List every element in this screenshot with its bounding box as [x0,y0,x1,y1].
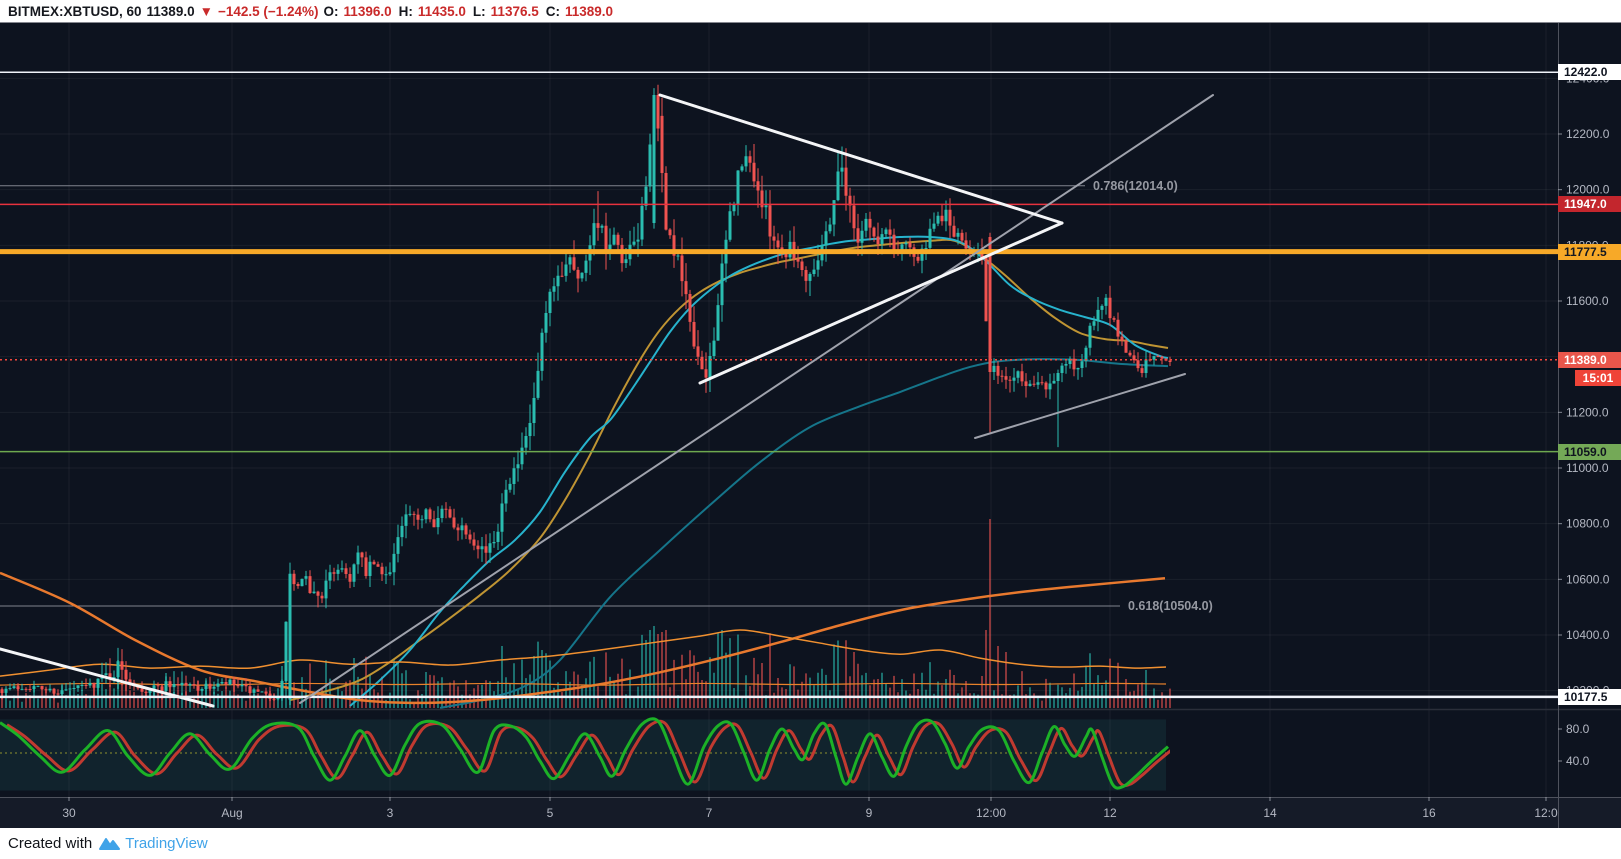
time-axis-label: 9 [866,806,873,820]
volume-ma [0,629,1167,677]
high-value: H: 11435.0 [398,3,466,19]
price-axis-label: 80.0 [1566,722,1590,736]
fib-label: 0.618(10504.0) [1128,599,1213,613]
price-change: −142.5 (−1.24%) [217,3,319,19]
oscillator-pane [0,717,1170,791]
created-with-text: Created with [8,835,93,852]
price-axis-label: 11000.0 [1566,461,1609,475]
price-axis-label: 40.0 [1566,754,1590,768]
time-axis-label: 3 [387,806,394,820]
trendlines[interactable] [0,93,1214,708]
low-value: L: 11376.5 [472,3,539,19]
open-value: O: 11396.0 [323,3,392,19]
attribution-footer: Created with TradingView [0,828,1621,859]
price-axis-label: 11200.0 [1566,405,1609,419]
tradingview-brand-link[interactable]: TradingView [125,835,208,852]
ma-orange-long [0,571,1166,705]
symbol-title[interactable]: BITMEX:XBTUSD, 60 [8,3,142,19]
time-axis[interactable]: 30 Aug 3 5 7 9 12:00 12 14 16 12:0 [62,797,1558,820]
time-axis-label: 16 [1422,806,1436,820]
time-axis-label: 5 [547,806,554,820]
candles-series [0,84,1172,706]
fib-retracement-lines[interactable]: 0.786(12014.0) 0.618(10504.0) [0,179,1213,613]
price-axis-label: 12400.0 [1566,71,1610,85]
down-arrow-icon: ▼ [199,3,213,19]
price-axis-label: 12200.0 [1566,127,1610,141]
time-axis-label: 12:00 [976,806,1006,820]
ma-cyan [349,235,1169,707]
price-axis-label: 11600.0 [1566,294,1609,308]
tradingview-logo-icon[interactable] [99,836,121,851]
price-axis-label: 12000.0 [1566,183,1610,197]
volume-ma-2 [0,682,1167,686]
time-axis-label: 12:0 [1534,806,1558,820]
price-level-lines[interactable] [0,71,1558,699]
price-axis-label: 11800.0 [1566,238,1609,252]
time-axis-label: 12 [1103,806,1117,820]
close-value: C: 11389.0 [545,3,614,19]
time-axis-label: 7 [706,806,713,820]
price-axis-label: 10400.0 [1566,628,1610,642]
last-price: 11389.0 [146,3,195,19]
fib-label: 0.786(12014.0) [1093,179,1178,193]
price-axis-label: 10800.0 [1566,517,1610,531]
time-axis-label: 30 [62,806,76,820]
time-axis-label: 14 [1263,806,1277,820]
price-axis-label: 10200.0 [1566,684,1610,698]
symbol-info-bar: BITMEX:XBTUSD, 60 11389.0 ▼ −142.5 (−1.2… [0,0,1621,23]
time-axis-label: Aug [221,806,242,820]
price-axis-label: 10600.0 [1566,572,1610,586]
